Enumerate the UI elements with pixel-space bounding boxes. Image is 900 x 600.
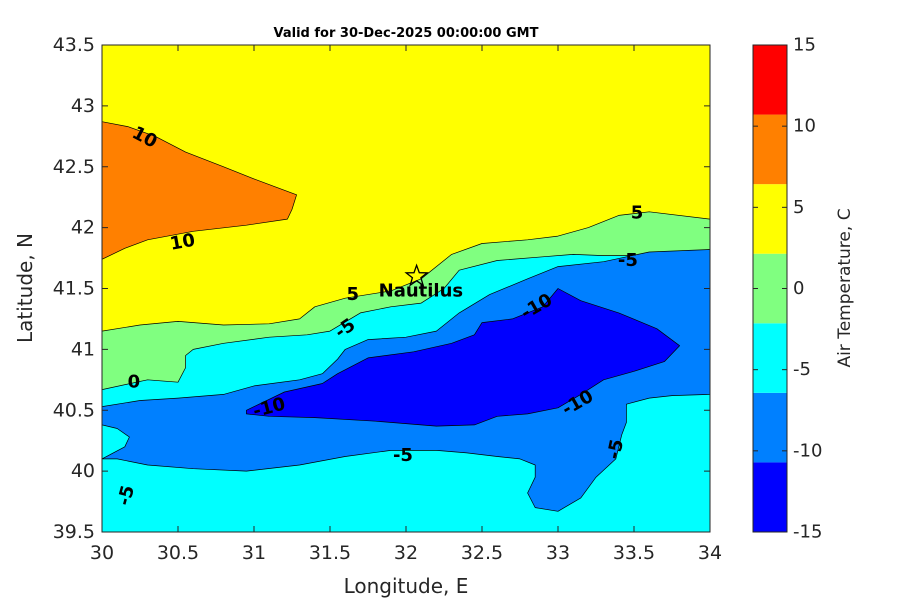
contour-label: -5 [603, 437, 628, 461]
colorbar-tick-label: 5 [793, 197, 804, 218]
colorbar-segment [753, 184, 787, 254]
contour-label: 5 [631, 203, 644, 224]
contour-label: -5 [393, 445, 413, 466]
y-axis-label: Latitude, N [13, 233, 37, 343]
y-tick-label: 43 [71, 95, 95, 117]
contour-region-band-7.5-12.5 [102, 121, 297, 260]
y-tick-label: 40.5 [53, 399, 95, 421]
y-tick-label: 41.5 [53, 278, 95, 300]
y-tick-label: 39.5 [53, 521, 95, 543]
contour-label: 0 [128, 372, 141, 393]
y-tick-label: 42 [71, 217, 95, 239]
y-tick-label: 43.5 [53, 34, 95, 56]
y-tick-label: 40 [71, 460, 95, 482]
x-tick-label: 32 [394, 542, 418, 564]
colorbar-tick-label: 10 [793, 116, 816, 137]
colorbar-tick-label: 0 [793, 278, 804, 299]
colorbar-tick-label: 15 [793, 35, 816, 56]
contour-label: 10 [168, 230, 196, 255]
x-axis-label: Longitude, E [344, 574, 469, 598]
colorbar-tick-label: -15 [793, 522, 822, 543]
colorbar-tick-label: -10 [793, 440, 822, 461]
x-tick-label: 33 [546, 542, 570, 564]
x-tick-label: 34 [698, 542, 722, 564]
x-tick-label: 32.5 [461, 542, 503, 564]
colorbar-segment [753, 392, 787, 463]
colorbar-label: Air Temperature, C [835, 208, 855, 367]
y-tick-label: 41 [71, 338, 95, 360]
colorbar-segment [753, 462, 787, 532]
chart-title: Valid for 30-Dec-2025 00:00:00 GMT [274, 26, 539, 41]
contour-region-band-neg17.5-neg12.5 [246, 288, 680, 427]
x-tick-label: 31 [242, 542, 266, 564]
contour-label: 5 [347, 284, 360, 305]
colorbar-segment [753, 45, 787, 115]
station-star-icon [404, 263, 429, 287]
station-label: Nautilus [379, 280, 464, 301]
x-tick-label: 33.5 [613, 542, 655, 564]
x-tick-label: 30 [90, 542, 114, 564]
x-tick-label: 31.5 [309, 542, 351, 564]
colorbar-segment [753, 253, 787, 324]
colorbar-segment [753, 114, 787, 185]
colorbar-segment [753, 323, 787, 393]
contour-label: -5 [618, 250, 638, 271]
colorbar-tick-label: -5 [793, 359, 811, 380]
y-tick-label: 42.5 [53, 156, 95, 178]
x-tick-label: 30.5 [157, 542, 199, 564]
